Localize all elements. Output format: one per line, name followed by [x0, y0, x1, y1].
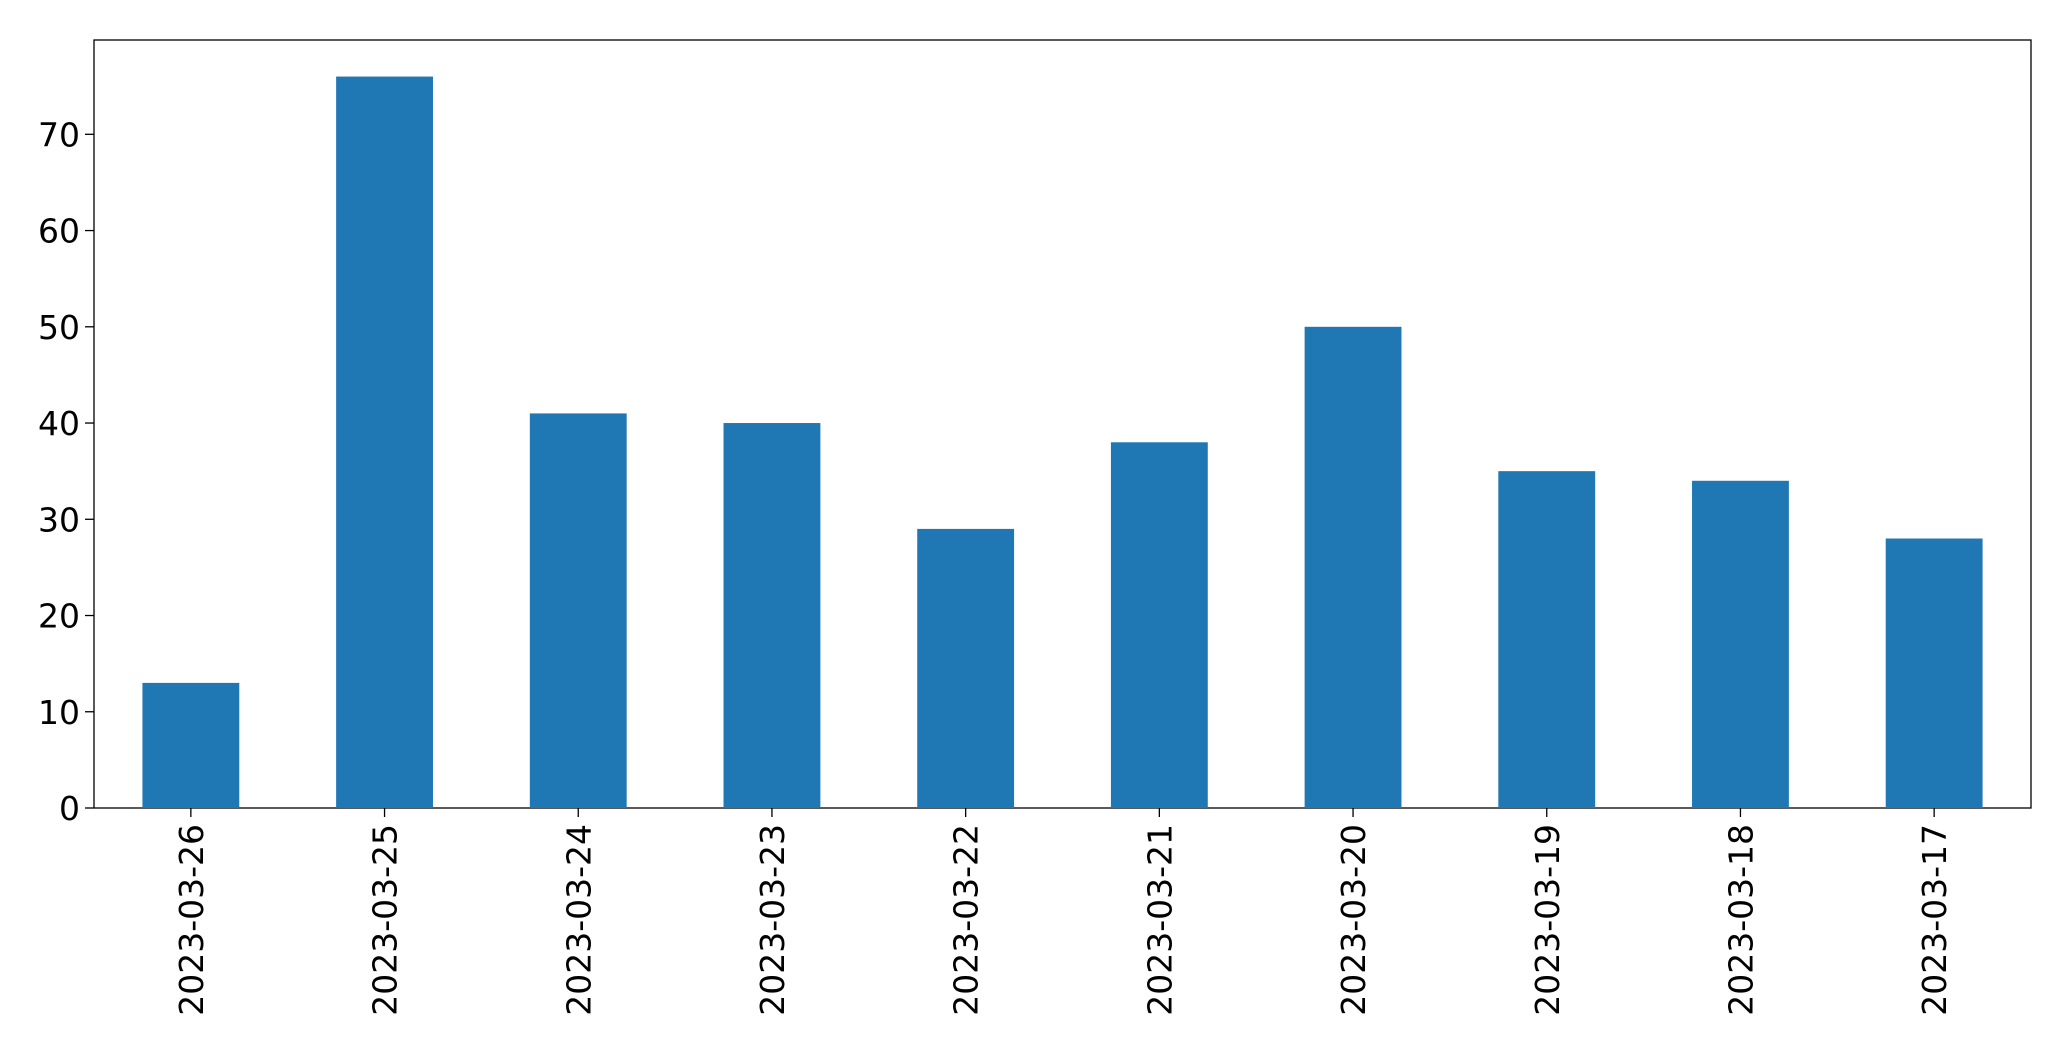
plot-frame	[93, 39, 2032, 809]
x-tick-label: 2023-03-22	[947, 824, 986, 1016]
x-tick-label: 2023-03-21	[1140, 824, 1179, 1016]
bar	[142, 682, 240, 808]
bar	[529, 413, 627, 808]
bar	[917, 528, 1015, 808]
y-tick-label: 20	[38, 597, 80, 636]
x-tick-label: 2023-03-26	[172, 824, 211, 1016]
y-tick-label: 40	[38, 404, 80, 443]
x-tick-label: 2023-03-18	[1721, 824, 1760, 1016]
bar	[1110, 442, 1208, 808]
bar	[1692, 480, 1789, 808]
bar	[1304, 326, 1402, 808]
bar	[1885, 538, 1983, 808]
y-tick-label: 50	[38, 308, 80, 347]
bar	[723, 423, 821, 808]
x-tick-label: 2023-03-19	[1528, 824, 1567, 1016]
x-tick-label: 2023-03-20	[1334, 824, 1373, 1016]
y-tick-label: 70	[38, 115, 80, 154]
bar	[1498, 471, 1596, 808]
y-tick-label: 60	[38, 212, 80, 251]
x-tick-label: 2023-03-23	[753, 824, 792, 1016]
x-tick-label: 2023-03-24	[559, 824, 598, 1016]
y-tick-label: 0	[59, 789, 80, 828]
x-tick-label: 2023-03-25	[366, 824, 405, 1016]
y-tick-label: 30	[38, 500, 80, 539]
y-tick-label: 10	[38, 693, 80, 732]
x-tick-label: 2023-03-17	[1915, 824, 1954, 1016]
bar	[336, 76, 433, 809]
